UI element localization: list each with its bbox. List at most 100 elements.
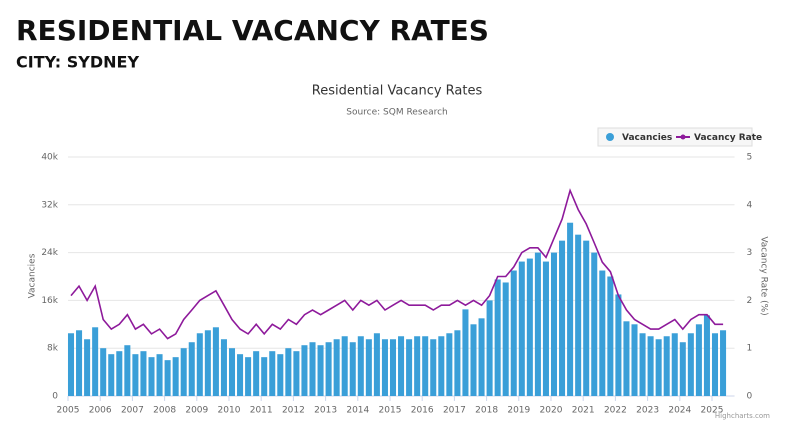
bar xyxy=(325,342,332,396)
bar xyxy=(655,339,662,396)
y2-tick-label: 5 xyxy=(747,153,753,163)
x-tick-label: 2010 xyxy=(218,406,241,416)
legend-marker[interactable] xyxy=(606,133,614,141)
bar xyxy=(607,276,614,396)
bar xyxy=(687,333,694,396)
x-tick-label: 2015 xyxy=(379,406,402,416)
bar xyxy=(212,327,219,396)
y-tick-label: 16k xyxy=(41,296,58,306)
bar xyxy=(172,357,179,396)
bar xyxy=(285,348,292,396)
bar xyxy=(140,351,147,396)
bar xyxy=(430,339,437,396)
y-tick-label: 8k xyxy=(47,344,59,354)
bar xyxy=(309,342,316,396)
bar xyxy=(711,333,719,396)
bar xyxy=(679,342,686,396)
bar xyxy=(559,240,566,396)
legend-marker[interactable] xyxy=(680,134,686,140)
bar xyxy=(647,336,654,396)
bar xyxy=(84,339,91,396)
bar xyxy=(406,339,413,396)
bar xyxy=(277,354,284,396)
bar xyxy=(156,354,163,396)
bar xyxy=(108,354,115,396)
bar xyxy=(293,351,300,396)
legend-label[interactable]: Vacancy Rate xyxy=(694,133,762,143)
bar xyxy=(623,321,630,396)
bar xyxy=(631,324,638,396)
x-tick-label: 2025 xyxy=(701,406,724,416)
bar xyxy=(510,270,517,396)
y-tick-label: 40k xyxy=(41,153,58,163)
bar xyxy=(599,270,606,396)
bar xyxy=(389,339,397,396)
bar xyxy=(381,339,388,396)
y2-axis-label: Vacancy Rate (%) xyxy=(759,236,769,315)
bar xyxy=(76,330,83,396)
bar xyxy=(671,333,678,396)
page-title: RESIDENTIAL VACANCY RATES xyxy=(16,14,489,47)
bar xyxy=(180,348,187,396)
bar xyxy=(639,333,646,396)
x-tick-label: 2022 xyxy=(604,406,627,416)
x-tick-label: 2005 xyxy=(57,406,80,416)
bar xyxy=(341,336,348,396)
bar xyxy=(591,252,598,396)
bar xyxy=(470,324,477,396)
x-tick-label: 2006 xyxy=(89,406,112,416)
legend-label[interactable]: Vacancies xyxy=(622,133,672,143)
bar xyxy=(245,357,252,396)
x-tick-label: 2009 xyxy=(185,406,208,416)
x-tick-label: 2011 xyxy=(250,406,273,416)
y2-tick-label: 1 xyxy=(747,344,753,354)
bar xyxy=(462,309,469,396)
bar xyxy=(132,354,139,396)
bar xyxy=(720,330,727,396)
bar xyxy=(518,261,525,396)
bar xyxy=(164,360,171,396)
bar xyxy=(228,348,236,396)
bar xyxy=(100,348,107,396)
chart-subtitle: Source: SQM Research xyxy=(346,108,448,118)
bar xyxy=(349,342,356,396)
bar xyxy=(567,222,574,396)
x-tick-label: 2024 xyxy=(668,406,691,416)
bar xyxy=(188,342,195,396)
bar xyxy=(116,351,123,396)
x-tick-label: 2021 xyxy=(572,406,595,416)
x-tick-label: 2013 xyxy=(314,406,337,416)
bar xyxy=(703,315,710,396)
bar xyxy=(438,336,445,396)
bar xyxy=(583,240,590,396)
bar xyxy=(534,252,541,396)
bar xyxy=(253,351,260,396)
y2-tick-label: 2 xyxy=(747,296,753,306)
bar xyxy=(269,351,276,396)
bar xyxy=(204,330,211,396)
bar xyxy=(454,330,461,396)
bar xyxy=(542,261,549,396)
x-tick-label: 2007 xyxy=(121,406,144,416)
y-axis-label: Vacancies xyxy=(28,253,38,298)
bar xyxy=(373,333,380,396)
x-tick-label: 2023 xyxy=(636,406,659,416)
bar xyxy=(414,336,421,396)
bar xyxy=(446,333,453,396)
bar xyxy=(526,258,533,396)
bar xyxy=(615,294,622,396)
page-subtitle: CITY: SYDNEY xyxy=(16,53,139,72)
bar xyxy=(92,327,99,396)
credit: Highcharts.com xyxy=(715,412,770,420)
bar xyxy=(333,339,340,396)
bar xyxy=(196,333,203,396)
line xyxy=(70,188,724,340)
bar xyxy=(317,345,324,396)
bar xyxy=(502,282,509,396)
bar xyxy=(67,333,75,396)
bar xyxy=(575,234,582,396)
bar xyxy=(422,336,429,396)
bar xyxy=(663,336,670,396)
